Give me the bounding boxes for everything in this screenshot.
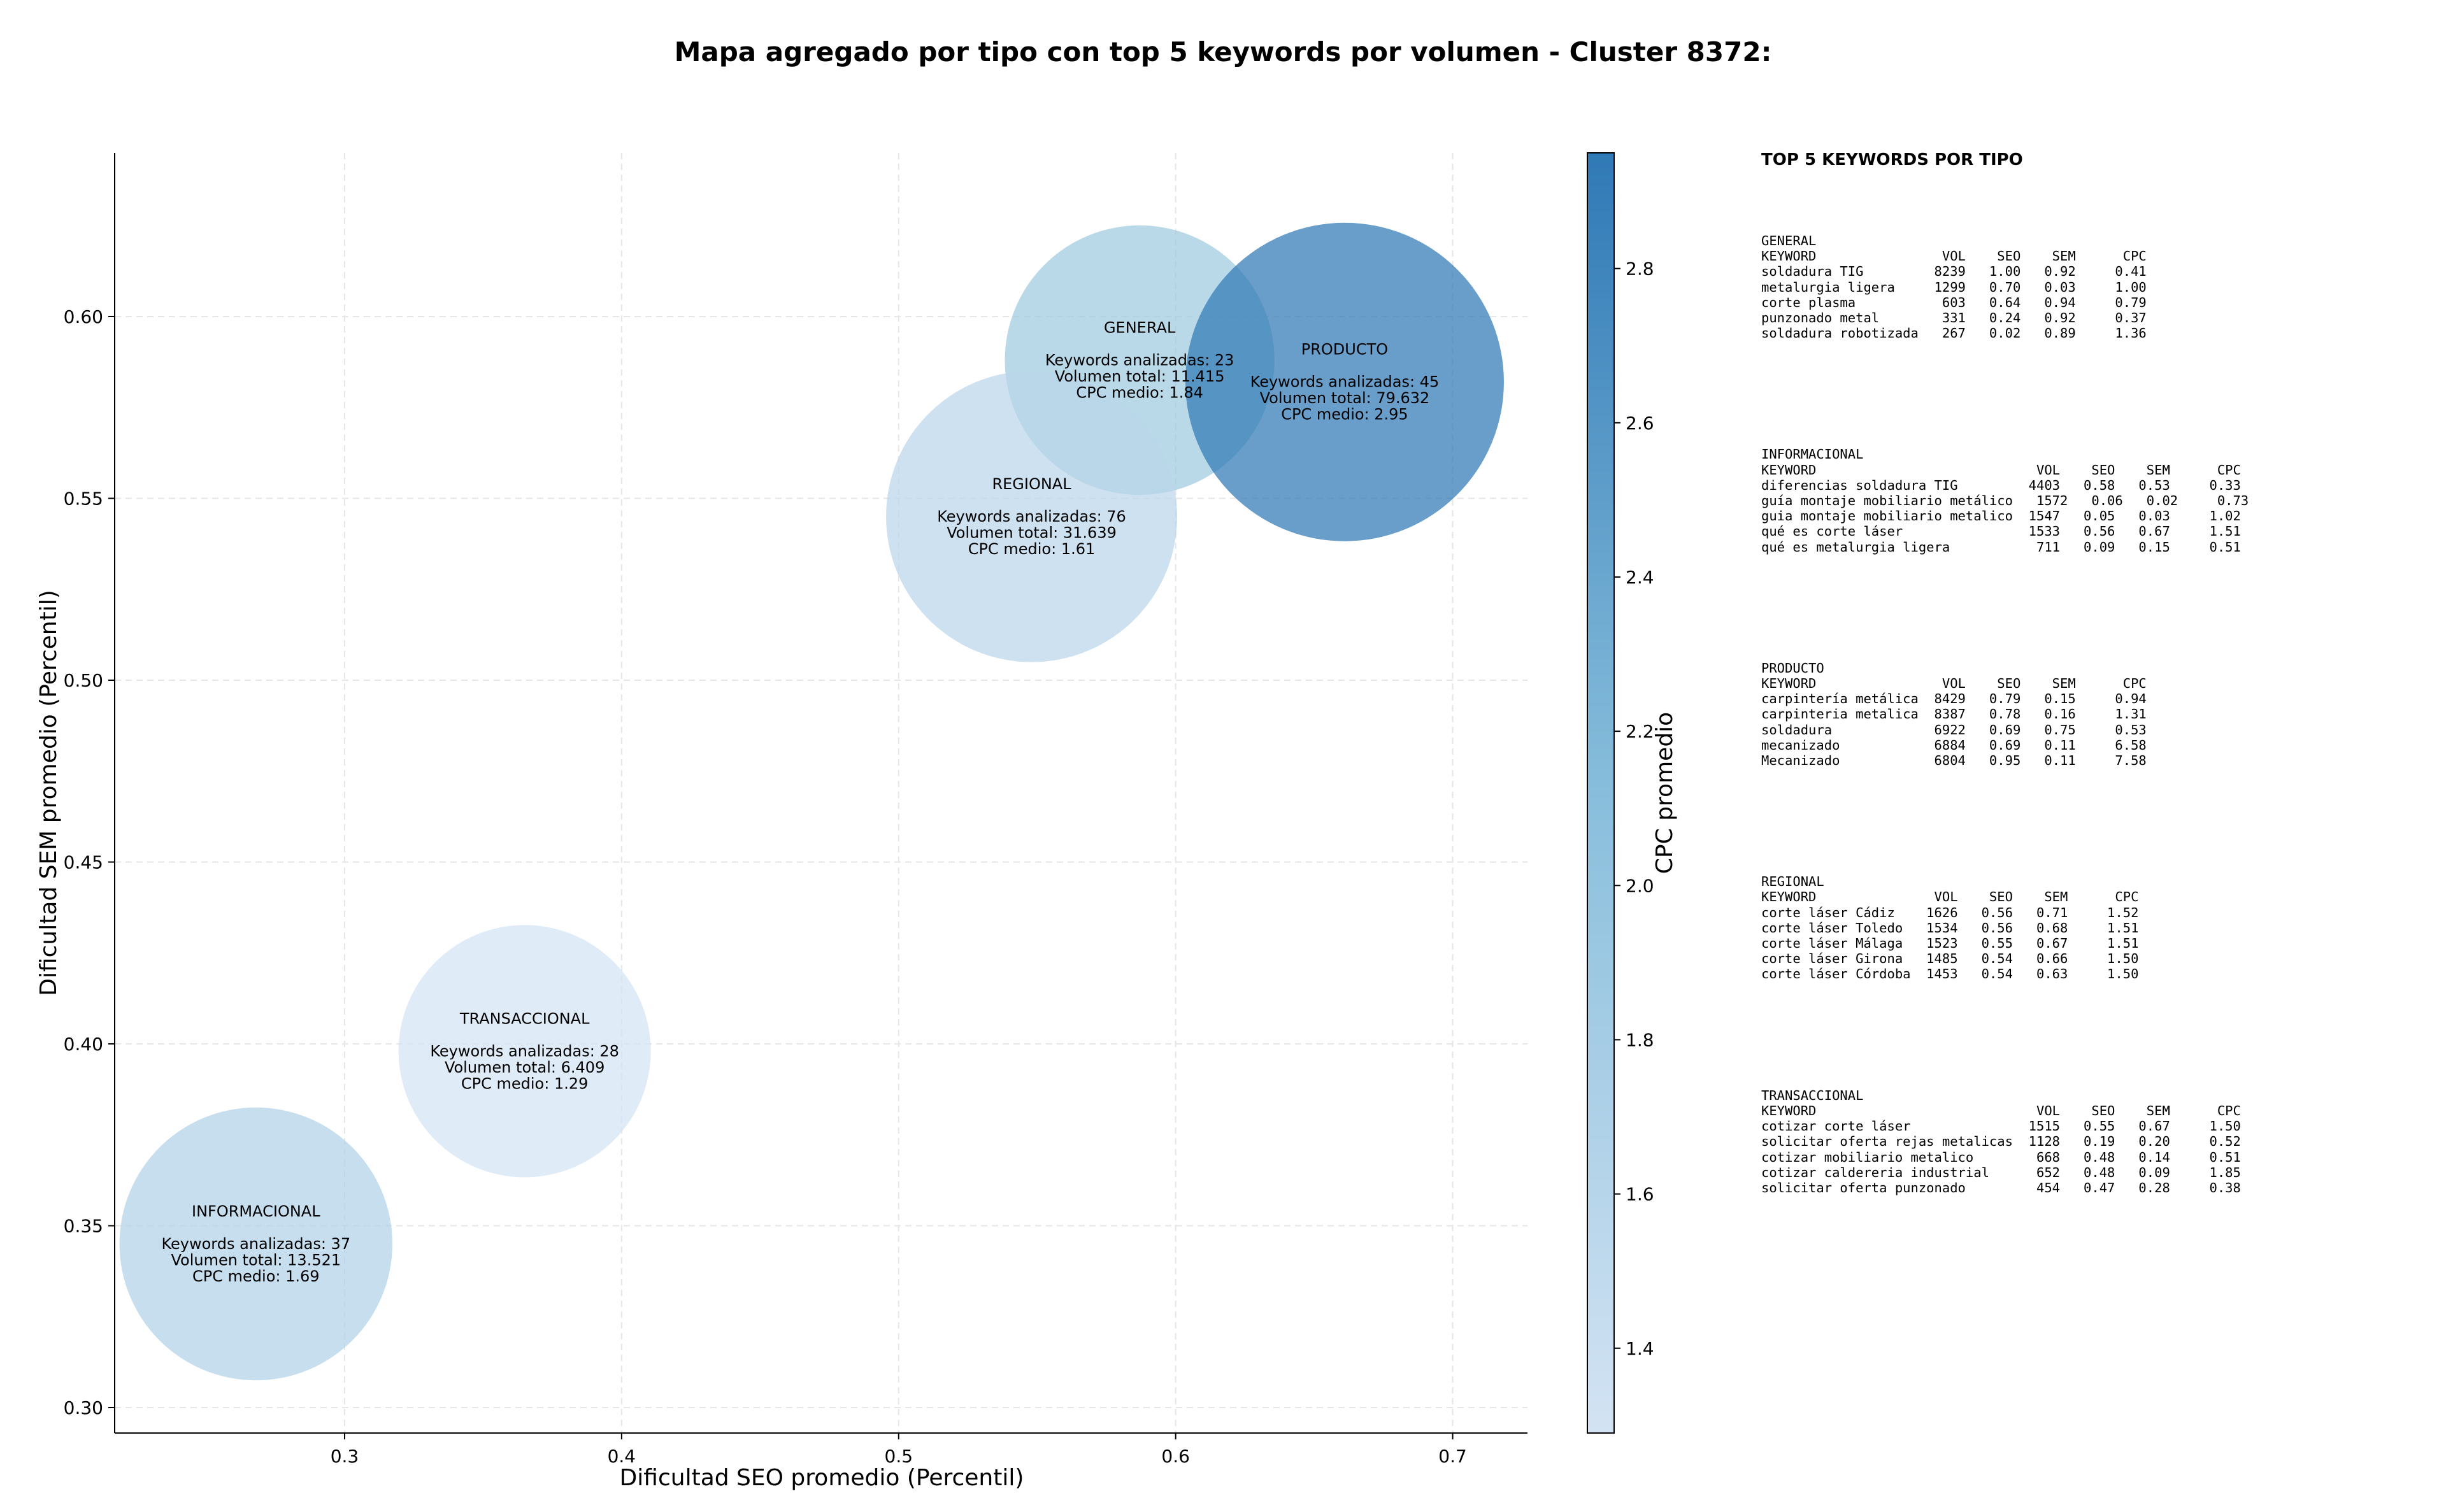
colorbar-tick-label: 2.4 [1626, 567, 1654, 588]
top-keywords-panel: TOP 5 KEYWORDS POR TIPO GENERAL KEYWORD … [1761, 150, 2424, 1301]
y-axis-label: Dificultad SEM promedio (Percentil) [36, 590, 62, 996]
keyword-table-transaccional: TRANSACCIONAL KEYWORD VOL SEO SEM CPC co… [1761, 1088, 2424, 1195]
x-tick-label: 0.7 [1438, 1446, 1467, 1467]
keyword-table-general: GENERAL KEYWORD VOL SEO SEM CPC soldadur… [1761, 233, 2424, 341]
keyword-table-text: INFORMACIONAL KEYWORD VOL SEO SEM CPC di… [1761, 446, 2249, 555]
bubble-label: Keywords analizadas: 37 [161, 1235, 350, 1253]
y-tick-label: 0.55 [64, 488, 103, 509]
bubble-informacional [119, 1107, 393, 1381]
colorbar: 1.4 1.6 1.8 2.0 2.2 2.4 2.6 2.8 [1587, 152, 1654, 1434]
bubble-label: Volumen total: 31.639 [947, 524, 1117, 542]
x-tick-label: 0.5 [885, 1446, 913, 1467]
colorbar-label: CPC promedio [1652, 712, 1678, 874]
bubble-label: Keywords analizadas: 23 [1045, 351, 1234, 369]
colorbar-tick-label: 1.4 [1626, 1338, 1654, 1359]
keyword-table-regional: REGIONAL KEYWORD VOL SEO SEM CPC corte l… [1761, 874, 2424, 981]
x-tick-label: 0.6 [1161, 1446, 1190, 1467]
bubble-label: Keywords analizadas: 28 [430, 1042, 619, 1060]
bubble-regional [886, 371, 1178, 662]
y-tick-label: 0.35 [64, 1216, 103, 1237]
bubble-label: CPC medio: 1.69 [192, 1267, 320, 1285]
bubble-transaccional [398, 925, 651, 1178]
y-tick-label: 0.40 [64, 1034, 103, 1055]
y-tick-label: 0.60 [64, 306, 103, 327]
bubble-label: CPC medio: 1.84 [1076, 383, 1203, 401]
bubble-label: Volumen total: 6.409 [445, 1059, 604, 1076]
axes: 0.3 0.4 0.5 0.6 0.7 0.30 0.35 0.40 0.45 0.50 0.55 0… [64, 153, 1527, 1467]
x-tick-label: 0.4 [608, 1446, 636, 1467]
bubble-label: CPC medio: 1.29 [461, 1074, 589, 1092]
bubble-label: Keywords analizadas: 45 [1250, 373, 1440, 391]
grid [115, 153, 1527, 1433]
y-tick-label: 0.45 [64, 852, 103, 873]
y-tick-label: 0.30 [64, 1397, 103, 1418]
keyword-table-text: PRODUCTO KEYWORD VOL SEO SEM CPC carpint… [1761, 660, 2147, 769]
x-axis-label: Dificultad SEO promedio (Percentil) [620, 1465, 1024, 1491]
colorbar-tick-label: 1.6 [1626, 1184, 1654, 1205]
colorbar-tick-label: 1.8 [1626, 1029, 1654, 1050]
bubble-label: REGIONAL [992, 475, 1071, 493]
panel-title: TOP 5 KEYWORDS POR TIPO [1761, 150, 2023, 169]
bubble-label: Volumen total: 79.632 [1260, 389, 1430, 407]
bubble-label: CPC medio: 2.95 [1281, 406, 1408, 424]
colorbar-tick-label: 2.8 [1626, 259, 1654, 280]
colorbar-tick-label: 2.0 [1626, 875, 1654, 896]
chart-title: Mapa agregado por tipo con top 5 keyword… [675, 36, 1772, 68]
x-tick-label: 0.3 [331, 1446, 359, 1467]
keyword-table-producto: PRODUCTO KEYWORD VOL SEO SEM CPC carpint… [1761, 660, 2424, 768]
colorbar-tick-label: 2.6 [1626, 413, 1654, 434]
bubble-label: INFORMACIONAL [192, 1202, 320, 1220]
colorbar-tick-label: 2.2 [1626, 721, 1654, 742]
colorbar-gradient [1587, 152, 1615, 1434]
bubble-label: PRODUCTO [1301, 341, 1388, 359]
bubble-producto [1185, 222, 1504, 541]
bubble-label: CPC medio: 1.61 [968, 540, 1096, 558]
keyword-table-text: REGIONAL KEYWORD VOL SEO SEM CPC corte l… [1761, 874, 2139, 982]
y-tick-label: 0.50 [64, 670, 103, 691]
bubble-label: GENERAL [1104, 318, 1176, 336]
keyword-table-text: GENERAL KEYWORD VOL SEO SEM CPC soldadur… [1761, 233, 2147, 341]
keyword-table-informacional: INFORMACIONAL KEYWORD VOL SEO SEM CPC di… [1761, 446, 2424, 554]
bubble-label: Volumen total: 11.415 [1055, 367, 1225, 385]
keyword-table-text: TRANSACCIONAL KEYWORD VOL SEO SEM CPC co… [1761, 1087, 2241, 1195]
bubble-label: Keywords analizadas: 76 [937, 508, 1126, 525]
bubble-label: TRANSACCIONAL [459, 1009, 590, 1027]
bubble-label: Volumen total: 13.521 [171, 1252, 341, 1269]
